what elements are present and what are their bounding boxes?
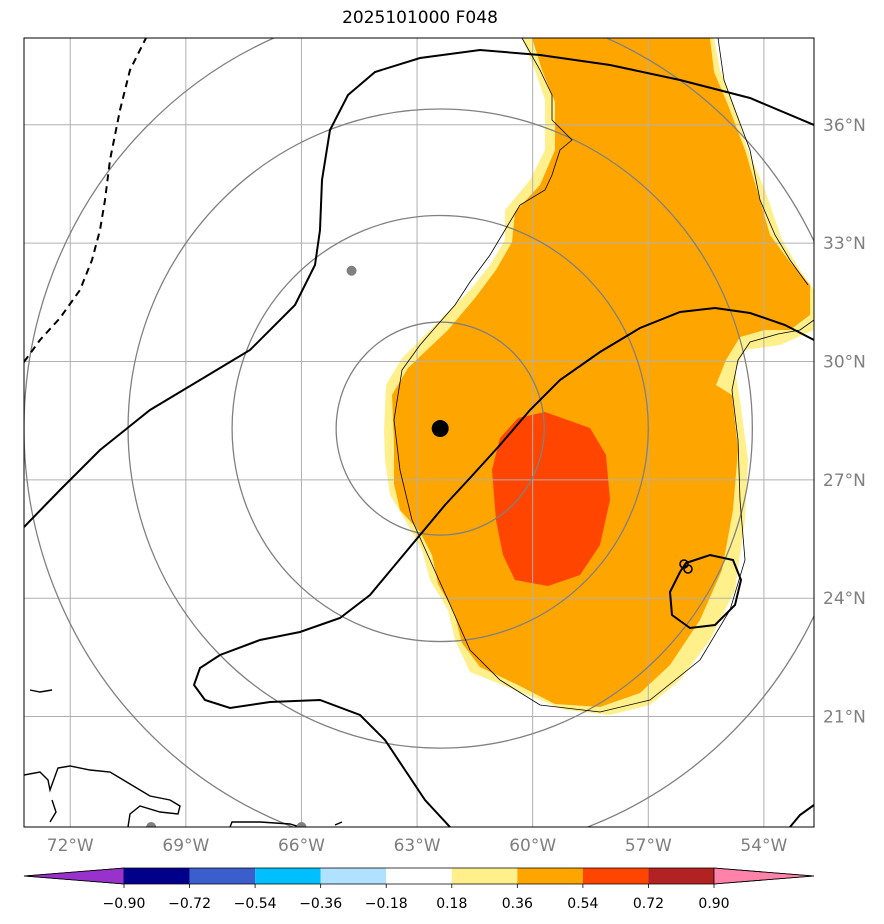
contour-dashed [24, 38, 147, 363]
lat-tick-label: 21°N [823, 708, 866, 728]
lon-tick-label: 66°W [278, 836, 325, 856]
colorbar-box [320, 868, 387, 884]
colorbar-extend-high [713, 867, 815, 885]
coastline-puerto-rico [229, 821, 301, 827]
colorbar-box [517, 868, 583, 884]
lon-tick-label: 60°W [509, 836, 556, 856]
colorbar-box [386, 868, 452, 884]
coastline-hispaniola-south [49, 799, 57, 823]
lon-tick-label: 69°W [162, 836, 209, 856]
contour-loop [192, 306, 814, 827]
markers [146, 265, 449, 827]
colorbar-box [189, 868, 256, 884]
lon-tick-label: 57°W [625, 836, 672, 856]
colorbar-tick-label: −0.72 [168, 896, 211, 912]
gray-marker [146, 822, 157, 827]
map-area [24, 38, 814, 827]
map-title: 2025101000 F048 [342, 8, 498, 28]
colorbar-box [648, 868, 714, 884]
lat-tick-label: 24°N [823, 589, 866, 609]
contour-southeast [789, 804, 814, 827]
gray-marker [346, 265, 357, 276]
colorbar: −0.90 −0.72 −0.54 −0.36 −0.18 0.18 0.36 0.54 0.7… [23, 867, 815, 912]
coastline-east-north [717, 38, 809, 286]
map-frame [23, 37, 815, 828]
colorbar-tick-label: −0.18 [365, 896, 408, 912]
latitude-ticks: 36°N 33°N 30°N 27°N 24°N 21°N [823, 116, 866, 728]
contour-closed-small [668, 553, 743, 630]
shade-red-region [492, 412, 610, 586]
colorbar-box [124, 868, 190, 884]
coastline-islet [29, 689, 343, 826]
colorbar-tick-label: −0.36 [299, 896, 342, 912]
lat-tick-label: 36°N [823, 116, 866, 136]
colorbar-box [582, 868, 649, 884]
colorbar-extend-low [23, 867, 125, 885]
lat-tick-label: 27°N [823, 471, 866, 491]
range-ring [231, 214, 649, 643]
lon-tick-label: 63°W [394, 836, 441, 856]
colorbar-tick-label: −0.54 [234, 896, 277, 912]
shade-orange-region [392, 38, 810, 707]
coastline-east [393, 38, 814, 713]
contour-closed-tiny [679, 559, 693, 574]
lat-tick-label: 33°N [823, 234, 866, 254]
coastline-hispaniola [24, 765, 181, 827]
colorbar-box [451, 868, 518, 884]
gray-marker [296, 822, 307, 827]
colorbar-tick-label: 0.36 [502, 896, 533, 912]
colorbar-tick-label: −0.90 [103, 896, 146, 912]
longitude-ticks: 72°W 69°W 66°W 63°W 60°W 57°W 54°W [47, 836, 788, 856]
colorbar-tick-label: 0.54 [567, 896, 598, 912]
lat-tick-label: 30°N [823, 352, 866, 372]
lon-tick-label: 72°W [47, 836, 94, 856]
colorbar-box [255, 868, 321, 884]
contour-main [24, 48, 814, 528]
storm-center-marker [431, 420, 449, 438]
colorbar-tick-label: 0.90 [698, 896, 729, 912]
colorbar-tick-label: 0.72 [633, 896, 664, 912]
colorbar-tick-label: 0.18 [436, 896, 467, 912]
lon-tick-label: 54°W [740, 836, 787, 856]
